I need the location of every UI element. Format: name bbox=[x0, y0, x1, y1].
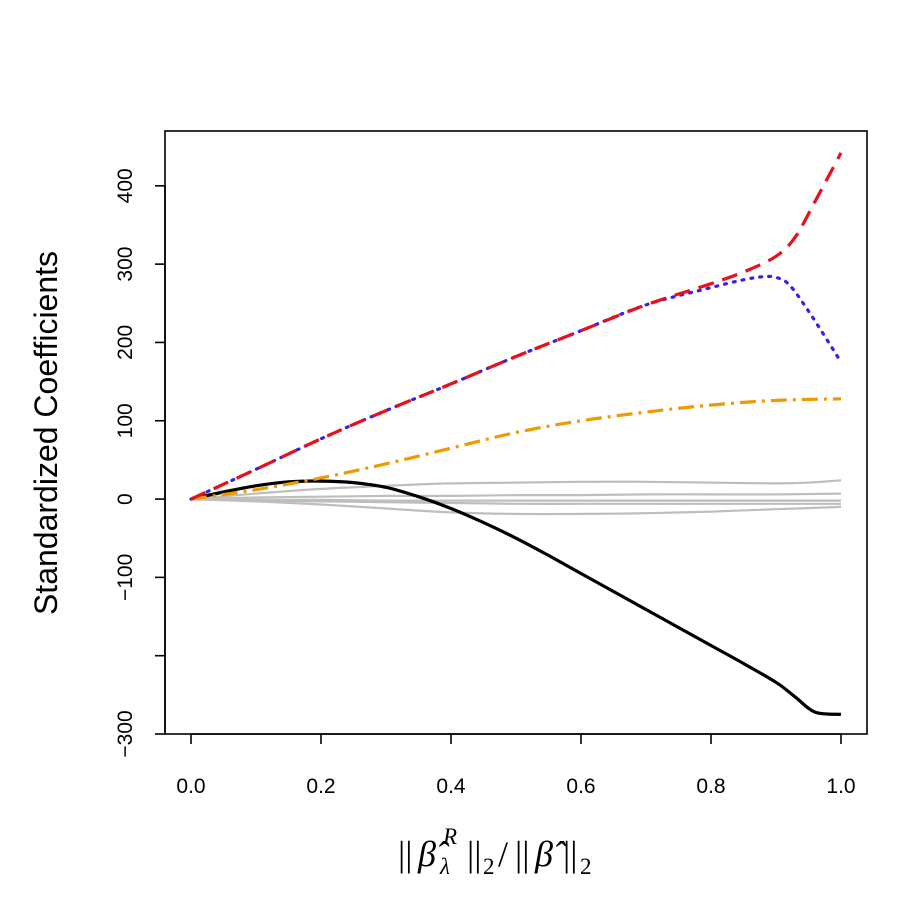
x-tick-label: 1.0 bbox=[826, 775, 855, 798]
x-axis-title: || β̂ R λ || 2 / || β̂ || 2 bbox=[398, 824, 592, 879]
series-line-4 bbox=[190, 498, 841, 505]
series-line-5 bbox=[190, 498, 842, 516]
x-tick-label: 0.8 bbox=[696, 775, 725, 798]
y-axis: −300 −100 0 100 200 300 400 bbox=[114, 168, 166, 758]
y-tick-label: 0 bbox=[114, 493, 137, 505]
series-line-2 bbox=[190, 492, 842, 501]
x-title-norm-sub-2: 2 bbox=[580, 854, 592, 879]
series-layer bbox=[189, 152, 843, 716]
series-line-8 bbox=[189, 274, 843, 501]
x-title-beta: β̂ bbox=[534, 834, 567, 874]
x-title-slash: / bbox=[498, 834, 508, 874]
series-line-6 bbox=[190, 479, 842, 716]
x-title-norm-sub: 2 bbox=[483, 854, 495, 879]
x-title-subscript: λ bbox=[439, 854, 450, 879]
series-line-1 bbox=[190, 479, 842, 501]
x-title-norm-open: || bbox=[398, 834, 412, 874]
y-tick-label: 300 bbox=[114, 247, 137, 282]
x-axis: 0.0 0.2 0.4 0.6 0.8 1.0 bbox=[176, 733, 856, 798]
x-tick-label: 0.4 bbox=[436, 775, 466, 798]
x-title-norm-close: || bbox=[467, 834, 481, 874]
y-tick-label: −100 bbox=[114, 554, 137, 601]
y-tick-label: 200 bbox=[114, 325, 137, 360]
x-tick-label: 0.0 bbox=[176, 775, 205, 798]
y-tick-label: 400 bbox=[114, 168, 137, 203]
x-tick-label: 0.6 bbox=[566, 775, 595, 798]
y-tick-label: 100 bbox=[114, 403, 137, 438]
x-title-superscript: R bbox=[442, 824, 457, 849]
x-title-norm-close-2: || bbox=[563, 834, 577, 874]
y-axis-title: Standardized Coefficients bbox=[28, 251, 64, 615]
x-tick-label: 0.2 bbox=[306, 775, 335, 798]
plot-frame bbox=[164, 130, 868, 735]
x-title-norm-open-2: || bbox=[515, 834, 529, 874]
series-line-9 bbox=[190, 152, 843, 501]
series-line-3 bbox=[190, 498, 841, 502]
y-tick-label: −300 bbox=[114, 710, 137, 757]
